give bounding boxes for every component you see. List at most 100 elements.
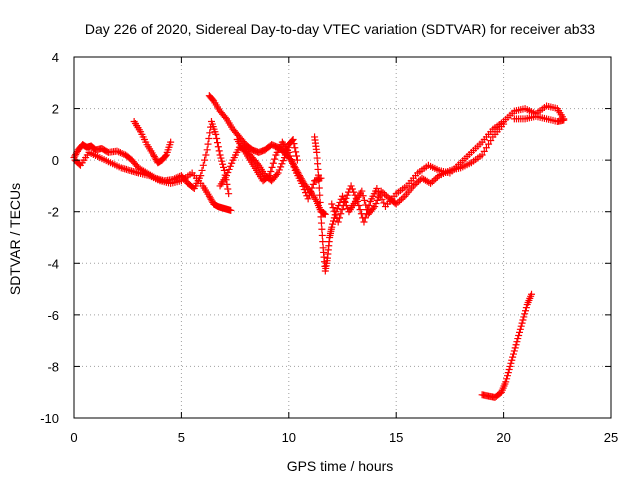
data-point: [328, 200, 336, 208]
data-point: [360, 196, 368, 204]
data-point: [223, 172, 231, 180]
data-point: [199, 161, 207, 169]
data-series: [216, 136, 301, 190]
data-point: [334, 218, 342, 226]
x-tick-label: 10: [282, 430, 296, 445]
data-point: [511, 344, 519, 352]
data-point: [279, 157, 287, 165]
data-point: [228, 159, 236, 167]
data-point: [275, 166, 283, 174]
data-point: [509, 350, 517, 358]
data-series: [70, 117, 233, 198]
data-point: [271, 155, 279, 163]
data-point: [396, 197, 404, 205]
data-point: [329, 204, 337, 212]
data-point: [432, 175, 440, 183]
data-point: [287, 156, 295, 164]
y-tick-label: -10: [40, 411, 59, 426]
data-point: [528, 290, 536, 298]
data-point: [202, 151, 210, 159]
data-point: [394, 198, 402, 206]
data-point: [518, 319, 526, 327]
data-point: [372, 199, 380, 207]
data-point: [317, 213, 325, 221]
data-point: [373, 196, 381, 204]
data-series: [328, 102, 568, 226]
data-point: [508, 356, 516, 364]
tick-marks: [73, 56, 612, 419]
data-point: [342, 194, 350, 202]
data-point: [502, 378, 510, 386]
data-point: [514, 335, 522, 343]
data-point: [506, 362, 514, 370]
data-point: [397, 195, 405, 203]
data-point: [482, 144, 490, 152]
data-point: [298, 179, 306, 187]
data-point: [318, 231, 326, 239]
y-tick-label: -2: [47, 205, 59, 220]
data-point: [289, 136, 297, 144]
data-point: [116, 149, 124, 157]
data-point: [365, 202, 373, 210]
data-point: [293, 152, 301, 160]
data-point: [172, 174, 180, 182]
data-point: [267, 167, 275, 175]
data-point: [509, 353, 517, 361]
data-point: [204, 140, 212, 148]
data-point: [316, 198, 324, 206]
data-point: [505, 366, 513, 374]
data-point: [317, 206, 325, 214]
data-point: [478, 151, 486, 159]
data-point: [343, 191, 351, 199]
data-point: [480, 147, 488, 155]
data-point: [113, 147, 121, 155]
data-point: [428, 178, 436, 186]
data-point: [218, 157, 226, 165]
tick-labels: 0 5 10 15 20 25 -10 -8 -6 -4 -2 0 2 4: [40, 50, 618, 445]
data-point: [354, 197, 362, 205]
data-point: [347, 182, 355, 190]
data-point: [315, 177, 323, 185]
data-point: [150, 153, 158, 161]
data-point: [151, 154, 159, 162]
data-point: [149, 151, 157, 159]
y-axis-label: SDTVAR / TECUs: [7, 183, 23, 295]
data-point: [375, 188, 383, 196]
data-point: [90, 144, 98, 152]
data-point: [392, 200, 400, 208]
data-point: [315, 184, 323, 192]
data-point: [513, 338, 521, 346]
y-tick-label: 0: [52, 153, 59, 168]
data-point: [351, 191, 359, 199]
x-axis-label: GPS time / hours: [287, 458, 394, 474]
data-point: [206, 129, 214, 137]
data-point: [307, 188, 315, 196]
data-point: [411, 180, 419, 188]
data-point: [273, 171, 281, 179]
data-point: [216, 151, 224, 159]
data-point: [338, 206, 346, 214]
data-point: [328, 223, 336, 231]
data-point: [226, 162, 234, 170]
plot-border: [73, 56, 612, 419]
x-tick-label: 20: [496, 430, 510, 445]
data-point: [213, 139, 221, 147]
data-point: [339, 202, 347, 210]
y-tick-label: -6: [47, 308, 59, 323]
x-tick-label: 0: [70, 430, 77, 445]
data-point: [515, 328, 523, 336]
data-point: [352, 194, 360, 202]
data-point: [359, 192, 367, 200]
data-point: [515, 331, 523, 339]
data-point: [286, 152, 294, 160]
data-point: [197, 172, 205, 180]
y-tick-label: 4: [52, 50, 59, 65]
data-point: [264, 173, 272, 181]
data-point: [302, 189, 310, 197]
data-point: [269, 159, 277, 167]
data-point: [221, 113, 229, 121]
data-point: [219, 160, 227, 168]
data-point: [360, 218, 368, 226]
data-point: [72, 150, 80, 158]
data-point: [289, 159, 297, 167]
